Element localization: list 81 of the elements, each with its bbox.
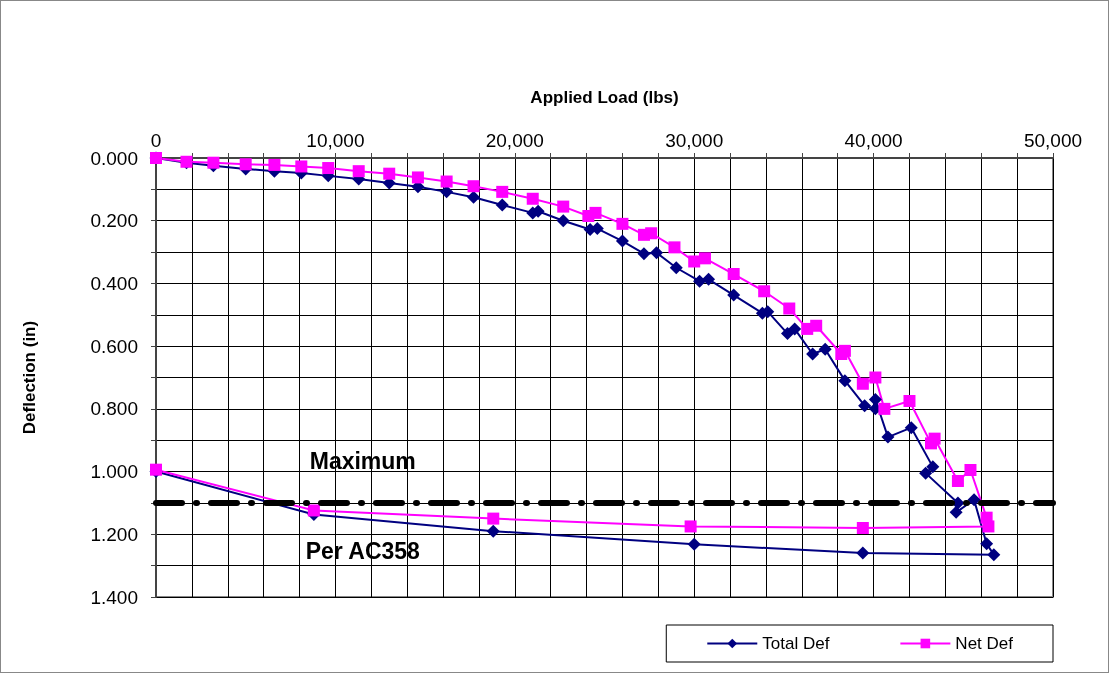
point xyxy=(589,206,602,219)
point xyxy=(928,432,941,445)
point xyxy=(616,217,629,230)
point xyxy=(727,288,741,302)
x-tick-label: 20,000 xyxy=(485,130,544,151)
point xyxy=(780,327,794,341)
point xyxy=(856,522,869,535)
legend-label: Total Def xyxy=(762,634,830,653)
x-tick-label: 30,000 xyxy=(665,130,724,151)
point xyxy=(783,302,796,315)
legend-label: Net Def xyxy=(955,634,1014,653)
y-axis-title: Deflection (in) xyxy=(20,320,39,435)
point xyxy=(881,430,895,444)
point xyxy=(440,175,453,188)
point xyxy=(496,185,509,198)
point xyxy=(688,255,701,268)
point xyxy=(903,395,916,408)
point xyxy=(982,520,995,533)
point xyxy=(352,165,365,178)
point xyxy=(838,374,852,388)
point xyxy=(526,192,539,205)
point xyxy=(307,504,320,517)
point xyxy=(645,227,658,240)
point xyxy=(411,171,424,184)
point xyxy=(467,190,481,204)
point xyxy=(926,460,940,474)
point xyxy=(668,241,681,254)
point xyxy=(295,160,308,173)
point xyxy=(878,402,891,415)
y-tick-label: 0.000 xyxy=(90,147,138,169)
point xyxy=(495,198,509,212)
point xyxy=(858,399,872,413)
point xyxy=(806,347,820,361)
point xyxy=(486,524,500,538)
point xyxy=(788,322,802,336)
point xyxy=(818,342,832,356)
point xyxy=(637,247,651,261)
point xyxy=(967,493,981,507)
point xyxy=(207,156,220,169)
point xyxy=(698,252,711,265)
y-tick-label: 0.600 xyxy=(90,335,138,357)
point xyxy=(383,167,396,180)
point xyxy=(268,158,281,171)
point xyxy=(615,234,629,248)
point xyxy=(322,162,335,175)
point xyxy=(987,548,1001,562)
point xyxy=(650,246,664,260)
point xyxy=(702,272,716,286)
y-tick-label: 0.200 xyxy=(90,210,138,232)
x-axis-title: Applied Load (lbs) xyxy=(530,88,679,107)
point xyxy=(868,392,882,406)
point xyxy=(727,268,740,281)
point xyxy=(684,520,697,533)
point xyxy=(758,285,771,298)
point xyxy=(856,377,869,390)
point xyxy=(687,537,701,551)
point xyxy=(487,512,500,525)
x-tick-label: 50,000 xyxy=(1023,130,1083,151)
y-tick-label: 0.400 xyxy=(90,272,138,294)
y-tick-label: 1.200 xyxy=(90,523,138,545)
point xyxy=(949,505,963,519)
y-tick-label: 1.400 xyxy=(90,586,138,608)
x-tick-label: 40,000 xyxy=(844,130,903,151)
point xyxy=(810,319,823,332)
point xyxy=(693,274,707,288)
x-tick-label: 10,000 xyxy=(306,130,365,151)
point xyxy=(951,474,964,487)
x-tick-label: 0 xyxy=(150,130,162,151)
y-tick-label: 0.800 xyxy=(90,398,138,420)
point xyxy=(919,466,933,480)
point xyxy=(239,158,252,171)
y-tick-label: 1.000 xyxy=(90,461,138,483)
point xyxy=(669,261,683,275)
point xyxy=(904,421,918,435)
point xyxy=(964,464,977,476)
point xyxy=(856,546,870,560)
point xyxy=(557,200,570,213)
point xyxy=(556,214,570,228)
point xyxy=(980,537,994,551)
point xyxy=(869,371,882,384)
point xyxy=(467,180,480,193)
